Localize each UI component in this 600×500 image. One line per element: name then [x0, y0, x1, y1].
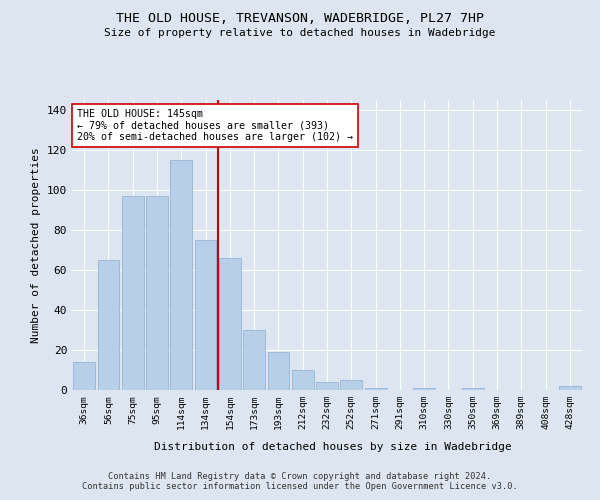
- Text: Distribution of detached houses by size in Wadebridge: Distribution of detached houses by size …: [154, 442, 512, 452]
- Bar: [97, 260, 119, 390]
- Bar: [365, 388, 386, 390]
- Bar: [413, 388, 435, 390]
- Text: THE OLD HOUSE, TREVANSON, WADEBRIDGE, PL27 7HP: THE OLD HOUSE, TREVANSON, WADEBRIDGE, PL…: [116, 12, 484, 26]
- Text: THE OLD HOUSE: 145sqm
← 79% of detached houses are smaller (393)
20% of semi-det: THE OLD HOUSE: 145sqm ← 79% of detached …: [77, 108, 353, 142]
- Bar: [146, 196, 168, 390]
- Bar: [462, 388, 484, 390]
- Bar: [122, 196, 143, 390]
- Y-axis label: Number of detached properties: Number of detached properties: [31, 147, 41, 343]
- Bar: [268, 352, 289, 390]
- Bar: [292, 370, 314, 390]
- Bar: [170, 160, 192, 390]
- Bar: [340, 380, 362, 390]
- Bar: [559, 386, 581, 390]
- Bar: [194, 240, 217, 390]
- Text: Contains HM Land Registry data © Crown copyright and database right 2024.: Contains HM Land Registry data © Crown c…: [109, 472, 491, 481]
- Text: Contains public sector information licensed under the Open Government Licence v3: Contains public sector information licen…: [82, 482, 518, 491]
- Text: Size of property relative to detached houses in Wadebridge: Size of property relative to detached ho…: [104, 28, 496, 38]
- Bar: [73, 362, 95, 390]
- Bar: [219, 258, 241, 390]
- Bar: [316, 382, 338, 390]
- Bar: [243, 330, 265, 390]
